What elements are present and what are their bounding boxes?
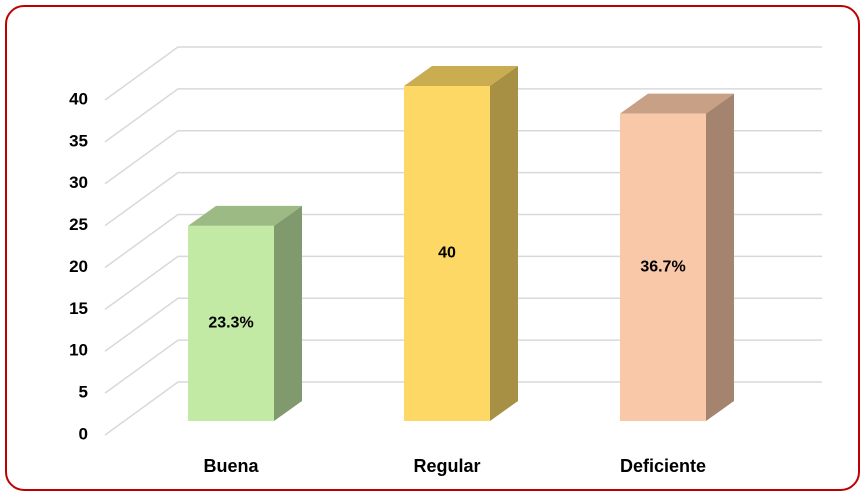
x-tick-label: Regular [413, 456, 480, 476]
y-tick-label: 40 [69, 89, 88, 108]
x-tick-label: Buena [203, 456, 259, 476]
bar-side [490, 66, 518, 421]
y-tick-label: 20 [69, 257, 88, 276]
grid-line [104, 339, 822, 394]
grid-line [104, 88, 822, 143]
y-tick-label: 25 [69, 215, 88, 234]
y-tick-label: 30 [69, 173, 88, 192]
bar-top [188, 205, 302, 226]
bar-top [404, 66, 518, 86]
grid-line [104, 255, 822, 310]
x-tick-label: Deficiente [620, 456, 706, 476]
y-tick-label: 0 [79, 424, 88, 443]
y-tick-label: 15 [69, 299, 88, 318]
grid-line [104, 297, 822, 352]
grid-line [104, 130, 822, 185]
bar-side [274, 205, 302, 421]
bar-side [706, 93, 734, 421]
bar [404, 86, 490, 421]
y-tick-label: 10 [69, 341, 88, 360]
bar [188, 225, 274, 421]
data-label: 40 [438, 245, 456, 262]
grid-line [104, 171, 822, 227]
y-tick-label: 5 [79, 383, 88, 402]
data-label: 23.3% [208, 315, 253, 332]
bar [620, 113, 706, 421]
grid-line [104, 46, 822, 101]
bar-top [620, 93, 734, 114]
data-label: 36.7% [640, 259, 685, 276]
y-tick-label: 35 [69, 131, 88, 150]
grid-line [104, 381, 822, 436]
grid-line [104, 213, 822, 269]
